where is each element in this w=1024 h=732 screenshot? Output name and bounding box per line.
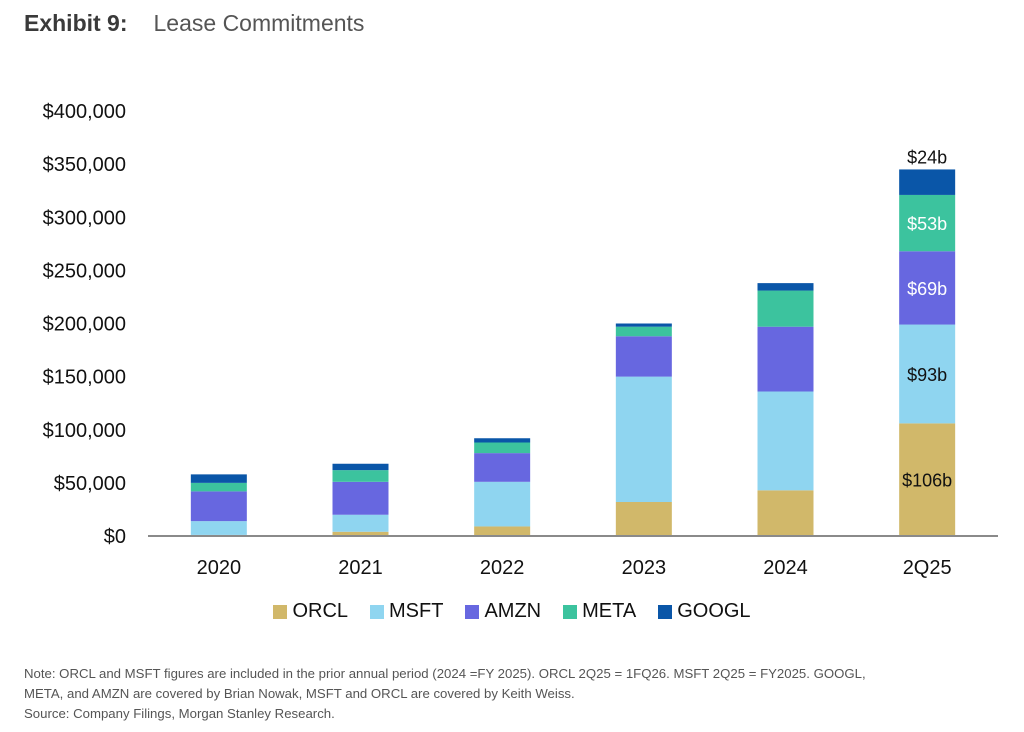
bar-segment-amzn-2023 bbox=[615, 336, 672, 377]
bar-segment-msft-2023 bbox=[615, 376, 672, 502]
legend-swatch bbox=[563, 604, 578, 619]
y-axis: $0 $50,000 $100,000 $150,000 $200,000 $250,00… bbox=[43, 101, 126, 548]
y-tick-label: $400,000 bbox=[43, 101, 126, 123]
legend-swatch bbox=[273, 604, 288, 619]
bar-segment-amzn-2022 bbox=[474, 453, 531, 482]
note-line-1: Note: ORCL and MSFT figures are included… bbox=[24, 666, 866, 681]
bar-segment-googl-2020 bbox=[190, 474, 247, 483]
legend-swatch bbox=[370, 604, 385, 619]
source-line: Source: Company Filings, Morgan Stanley … bbox=[24, 706, 335, 721]
x-tick-label: 2Q25 bbox=[903, 557, 952, 579]
x-axis: 2020 2021 2022 2023 2024 2Q25 bbox=[197, 557, 952, 579]
bar-segment-msft-2022 bbox=[474, 481, 531, 527]
exhibit-title: Exhibit 9: Lease Commitments bbox=[24, 9, 364, 37]
legend-item-amzn: AMZN bbox=[465, 600, 541, 623]
bar-segment-amzn-2021 bbox=[332, 481, 389, 515]
bar-segment-meta-2q25 bbox=[899, 194, 956, 252]
bar-segment-googl-2021 bbox=[332, 463, 389, 471]
bar-segment-amzn-2024 bbox=[757, 326, 814, 392]
data-label-msft: $93b bbox=[907, 365, 947, 385]
bar-segment-amzn-2020 bbox=[190, 491, 247, 522]
legend-item-msft: MSFT bbox=[370, 600, 443, 623]
chart-title: Lease Commitments bbox=[153, 10, 365, 36]
footnotes: Note: ORCL and MSFT figures are included… bbox=[24, 664, 1014, 724]
data-label-orcl: $106b bbox=[902, 471, 952, 491]
legend-label: AMZN bbox=[484, 600, 542, 622]
bar-segment-orcl-2q25 bbox=[899, 423, 956, 536]
bar-segment-amzn-2q25 bbox=[899, 251, 956, 325]
legend-label: GOOGL bbox=[677, 600, 751, 622]
bar-segment-msft-2q25 bbox=[899, 324, 956, 424]
legend-item-googl: GOOGL bbox=[658, 600, 751, 623]
y-tick-label: $100,000 bbox=[43, 420, 126, 442]
y-tick-label: $200,000 bbox=[43, 314, 126, 336]
data-label-amzn: $69b bbox=[907, 279, 947, 299]
legend-item-orcl: ORCL bbox=[273, 600, 348, 623]
data-labels: $106b $93b $69b $53b $24b bbox=[902, 147, 952, 490]
bar-segment-googl-2022 bbox=[474, 438, 531, 443]
x-tick-label: 2020 bbox=[197, 557, 242, 579]
y-tick-label: $250,000 bbox=[43, 260, 126, 282]
legend-swatch bbox=[658, 604, 673, 619]
legend-label: ORCL bbox=[292, 600, 349, 622]
legend: ORCL MSFT AMZN META GOOGL bbox=[0, 600, 1024, 623]
bar-segment-meta-2021 bbox=[332, 470, 389, 482]
bar-segment-orcl-2023 bbox=[615, 502, 672, 536]
bar-segment-meta-2022 bbox=[474, 442, 531, 454]
legend-item-meta: META bbox=[563, 600, 636, 623]
bar-segment-googl-2023 bbox=[615, 323, 672, 327]
bar-segment-orcl-2021 bbox=[332, 531, 389, 536]
y-tick-label: $50,000 bbox=[54, 473, 126, 495]
bar-segment-orcl-2024 bbox=[757, 490, 814, 536]
x-tick-label: 2022 bbox=[480, 557, 525, 579]
y-tick-label: $0 bbox=[104, 526, 126, 548]
y-tick-label: $350,000 bbox=[43, 154, 126, 176]
bars bbox=[190, 169, 956, 536]
bar-segment-msft-2024 bbox=[757, 391, 814, 491]
exhibit-number: Exhibit 9: bbox=[24, 10, 128, 36]
x-tick-label: 2024 bbox=[763, 557, 808, 579]
note-line-2: META, and AMZN are covered by Brian Nowa… bbox=[24, 686, 575, 701]
x-tick-label: 2021 bbox=[338, 557, 383, 579]
y-tick-label: $150,000 bbox=[43, 367, 126, 389]
stacked-bar-chart: $0 $50,000 $100,000 $150,000 $200,000 $250,00… bbox=[43, 101, 998, 579]
legend-swatch bbox=[465, 604, 480, 619]
y-tick-label: $300,000 bbox=[43, 207, 126, 229]
bar-segment-msft-2021 bbox=[332, 514, 389, 532]
bar-segment-msft-2020 bbox=[190, 521, 247, 535]
bar-segment-googl-2024 bbox=[757, 283, 814, 291]
bar-segment-orcl-2022 bbox=[474, 526, 531, 536]
data-label-googl: $24b bbox=[907, 147, 947, 167]
bar-segment-meta-2024 bbox=[757, 290, 814, 327]
x-tick-label: 2023 bbox=[622, 557, 667, 579]
bar-segment-googl-2q25 bbox=[899, 169, 956, 195]
legend-label: META bbox=[582, 600, 637, 622]
data-label-meta: $53b bbox=[907, 214, 947, 234]
legend-label: MSFT bbox=[389, 600, 444, 622]
bar-segment-meta-2020 bbox=[190, 482, 247, 492]
bar-segment-meta-2023 bbox=[615, 326, 672, 337]
